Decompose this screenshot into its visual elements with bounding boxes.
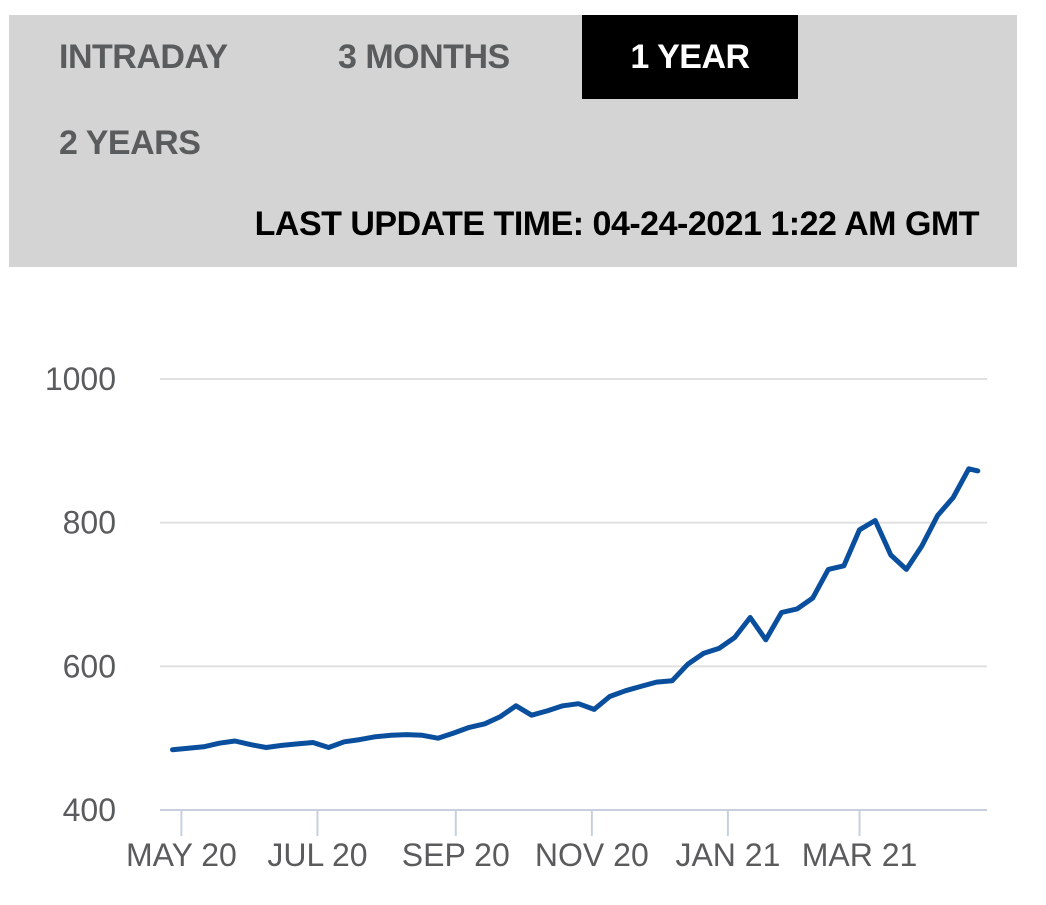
y-tick-label: 800	[63, 505, 116, 541]
tab-intraday[interactable]: INTRADAY	[59, 38, 228, 76]
x-axis: MAY 20 JUL 20 SEP 20 NOV 20 JAN 21 MAR 21	[126, 810, 917, 873]
x-tick-label: JAN 21	[675, 837, 780, 873]
tab-2-years[interactable]: 2 YEARS	[59, 124, 201, 162]
last-update-time: LAST UPDATE TIME: 04-24-2021 1:22 AM GMT	[254, 205, 980, 243]
series-line-price	[170, 466, 981, 753]
x-tick-label: JUL 20	[267, 837, 367, 873]
x-tick-label: MAY 20	[126, 837, 237, 873]
tab-1-year[interactable]: 1 YEAR	[582, 15, 798, 99]
timeframe-bar: INTRADAY 3 MONTHS 1 YEAR 2 YEARS LAST UP…	[9, 15, 1017, 267]
tab-3-months[interactable]: 3 MONTHS	[338, 38, 510, 76]
y-tick-label: 1000	[45, 361, 116, 397]
price-line-chart: 400 600 800 1000 MAY 20 JUL 20 SEP 20 NOV 20 JA…	[45, 361, 987, 873]
y-axis: 400 600 800 1000	[45, 361, 116, 828]
chart-grid	[160, 378, 987, 811]
x-tick-label: SEP 20	[402, 837, 510, 873]
x-tick-label: NOV 20	[535, 837, 649, 873]
y-tick-label: 400	[63, 792, 116, 828]
x-tick-label: MAR 21	[802, 837, 918, 873]
y-tick-label: 600	[63, 648, 116, 684]
